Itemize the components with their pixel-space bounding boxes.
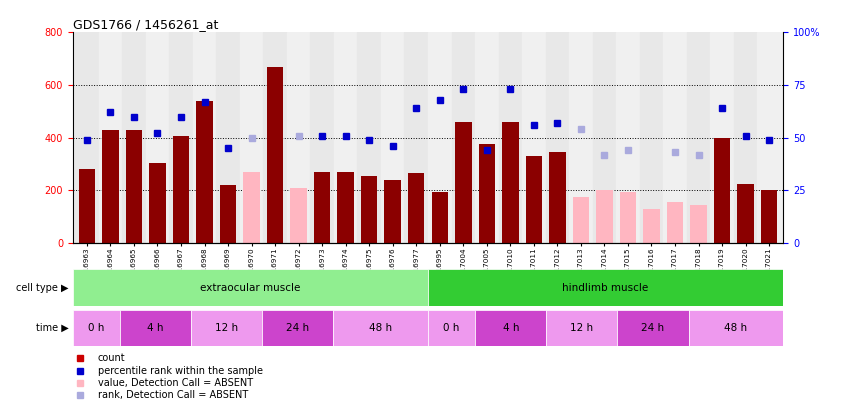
Bar — [428, 310, 475, 346]
Text: 4 h: 4 h — [502, 323, 519, 333]
Bar — [475, 310, 546, 346]
Bar — [569, 32, 592, 243]
Bar — [333, 310, 428, 346]
Bar — [737, 184, 754, 243]
Bar — [191, 310, 262, 346]
Bar — [169, 32, 193, 243]
Text: 24 h: 24 h — [286, 323, 309, 333]
Bar — [73, 269, 428, 306]
Text: count: count — [98, 354, 125, 363]
Bar — [146, 32, 169, 243]
Bar — [196, 101, 213, 243]
Bar — [217, 32, 240, 243]
Bar — [428, 269, 783, 306]
Bar — [220, 185, 236, 243]
Bar — [79, 169, 95, 243]
Text: time ▶: time ▶ — [36, 323, 68, 333]
Bar — [688, 310, 783, 346]
Bar — [687, 32, 710, 243]
Bar — [287, 32, 311, 243]
Bar — [405, 32, 428, 243]
Bar — [173, 136, 189, 243]
Bar — [120, 310, 191, 346]
Bar — [690, 205, 707, 243]
Bar — [455, 122, 472, 243]
Text: 12 h: 12 h — [570, 323, 593, 333]
Bar — [290, 188, 306, 243]
Bar — [617, 310, 688, 346]
Bar — [262, 310, 333, 346]
Text: hindlimb muscle: hindlimb muscle — [562, 283, 649, 292]
Bar — [643, 209, 660, 243]
Bar — [428, 32, 451, 243]
Text: GDS1766 / 1456261_at: GDS1766 / 1456261_at — [73, 18, 218, 31]
Bar — [546, 310, 617, 346]
Bar — [545, 32, 569, 243]
Bar — [264, 32, 287, 243]
Bar — [361, 176, 377, 243]
Bar — [667, 202, 683, 243]
Bar — [102, 130, 119, 243]
Text: extraocular muscle: extraocular muscle — [200, 283, 300, 292]
Bar — [75, 32, 98, 243]
Bar — [714, 138, 730, 243]
Bar — [408, 173, 425, 243]
Bar — [267, 66, 283, 243]
Text: value, Detection Call = ABSENT: value, Detection Call = ABSENT — [98, 378, 253, 388]
Bar — [451, 32, 475, 243]
Bar — [337, 172, 354, 243]
Bar — [98, 32, 122, 243]
Bar — [526, 156, 542, 243]
Bar — [592, 32, 616, 243]
Text: rank, Detection Call = ABSENT: rank, Detection Call = ABSENT — [98, 390, 248, 400]
Bar — [149, 163, 166, 243]
Bar — [479, 144, 495, 243]
Bar — [193, 32, 217, 243]
Bar — [761, 190, 777, 243]
Bar — [243, 172, 259, 243]
Bar — [122, 32, 146, 243]
Text: 48 h: 48 h — [724, 323, 747, 333]
Bar — [573, 197, 589, 243]
Bar — [758, 32, 781, 243]
Text: 0 h: 0 h — [88, 323, 104, 333]
Bar — [475, 32, 498, 243]
Text: 0 h: 0 h — [443, 323, 460, 333]
Bar — [620, 192, 636, 243]
Bar — [639, 32, 663, 243]
Bar — [616, 32, 639, 243]
Text: 48 h: 48 h — [369, 323, 392, 333]
Bar — [381, 32, 405, 243]
Bar — [663, 32, 687, 243]
Bar — [311, 32, 334, 243]
Bar — [384, 180, 401, 243]
Bar — [334, 32, 358, 243]
Text: percentile rank within the sample: percentile rank within the sample — [98, 366, 263, 375]
Text: 4 h: 4 h — [147, 323, 163, 333]
Bar — [597, 190, 613, 243]
Bar — [73, 310, 120, 346]
Bar — [502, 122, 519, 243]
Bar — [550, 152, 566, 243]
Bar — [431, 192, 448, 243]
Bar — [314, 172, 330, 243]
Bar — [522, 32, 545, 243]
Bar — [710, 32, 734, 243]
Text: cell type ▶: cell type ▶ — [16, 283, 68, 292]
Bar — [734, 32, 758, 243]
Bar — [358, 32, 381, 243]
Bar — [498, 32, 522, 243]
Bar — [240, 32, 264, 243]
Bar — [126, 130, 142, 243]
Text: 24 h: 24 h — [641, 323, 664, 333]
Text: 12 h: 12 h — [215, 323, 238, 333]
